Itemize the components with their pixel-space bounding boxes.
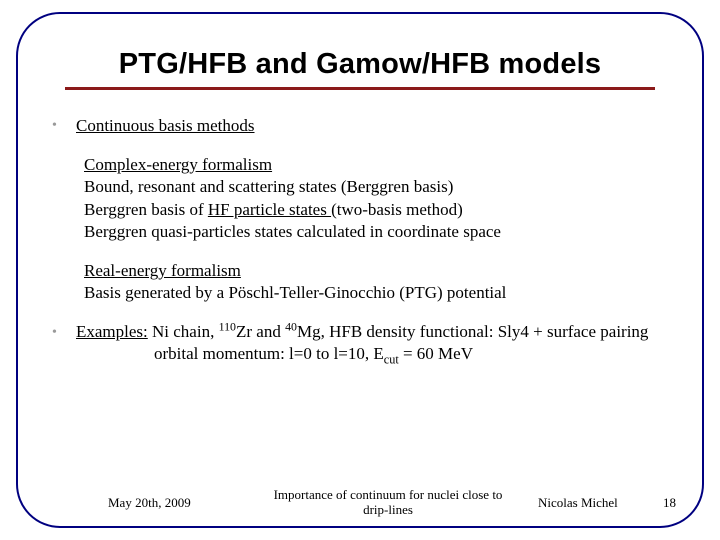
text: HF particle states [208, 200, 331, 219]
text: Importance of continuum for nuclei close… [274, 487, 503, 502]
footer-date: May 20th, 2009 [108, 495, 238, 511]
bullet-dot-icon: • [50, 116, 76, 136]
complex-line3: Berggren quasi-particles states calculat… [84, 221, 670, 243]
examples-body: Examples: Ni chain, 110Zr and 40Mg, HFB … [76, 321, 670, 366]
footer-page-number: 18 [658, 495, 720, 511]
title-rule-wrap [50, 87, 670, 90]
complex-line2: Berggren basis of HF particle states (tw… [84, 199, 670, 221]
text: Berggren basis of [84, 200, 208, 219]
real-block: Real-energy formalism Basis generated by… [84, 260, 670, 305]
footer-author: Nicolas Michel [538, 495, 658, 511]
text: Mg, HFB density functional: [297, 322, 498, 341]
footer-title: Importance of continuum for nuclei close… [238, 488, 538, 518]
text: Berggren [84, 222, 151, 241]
real-heading: Real-energy formalism [84, 261, 241, 280]
text: scattering [224, 177, 299, 196]
text: Bound, resonant [84, 177, 200, 196]
text: and [200, 177, 225, 196]
text: quasi-particles states [151, 222, 296, 241]
title-rule [65, 87, 655, 90]
text: Sly4 + surface pairing [498, 322, 649, 341]
bullet-continuous: • Continuous basis methods [50, 116, 670, 136]
slide-content: PTG/HFB and Gamow/HFB models • Continuou… [0, 0, 720, 540]
text: orbital momentum: l=0 to l=10, E [154, 344, 384, 363]
text: = 60 MeV [399, 344, 473, 363]
complex-block: Complex-energy formalism Bound, resonant… [84, 154, 670, 244]
slide-footer: May 20th, 2009 Importance of continuum f… [0, 488, 720, 518]
text: Ni chain, [148, 322, 219, 341]
text: drip-lines [363, 502, 413, 517]
superscript: 110 [219, 319, 236, 333]
examples-label: Examples: [76, 322, 148, 341]
subscript: cut [384, 352, 399, 366]
slide-title: PTG/HFB and Gamow/HFB models [50, 48, 670, 81]
examples-line2: orbital momentum: l=0 to l=10, Ecut = 60… [154, 343, 670, 365]
real-line1: Basis generated by a Pöschl-Teller-Ginoc… [84, 282, 670, 304]
bullet-dot-icon: • [50, 321, 76, 343]
text: Zr and [236, 322, 285, 341]
examples-line1: Examples: Ni chain, 110Zr and 40Mg, HFB … [76, 321, 670, 343]
text: Pöschl-Teller-Ginocchio (PTG) potential [228, 283, 506, 302]
text: (two-basis method) [331, 200, 463, 219]
text: Basis generated by a [84, 283, 228, 302]
complex-line1: Bound, resonant and scattering states (B… [84, 176, 670, 198]
superscript: 40 [285, 319, 297, 333]
text: states (Berggren basis) [299, 177, 454, 196]
bullet-examples: • Examples: Ni chain, 110Zr and 40Mg, HF… [50, 321, 670, 366]
bullet-continuous-text: Continuous basis methods [76, 116, 255, 136]
complex-heading: Complex-energy formalism [84, 155, 272, 174]
text: calculated in coordinate space [297, 222, 501, 241]
